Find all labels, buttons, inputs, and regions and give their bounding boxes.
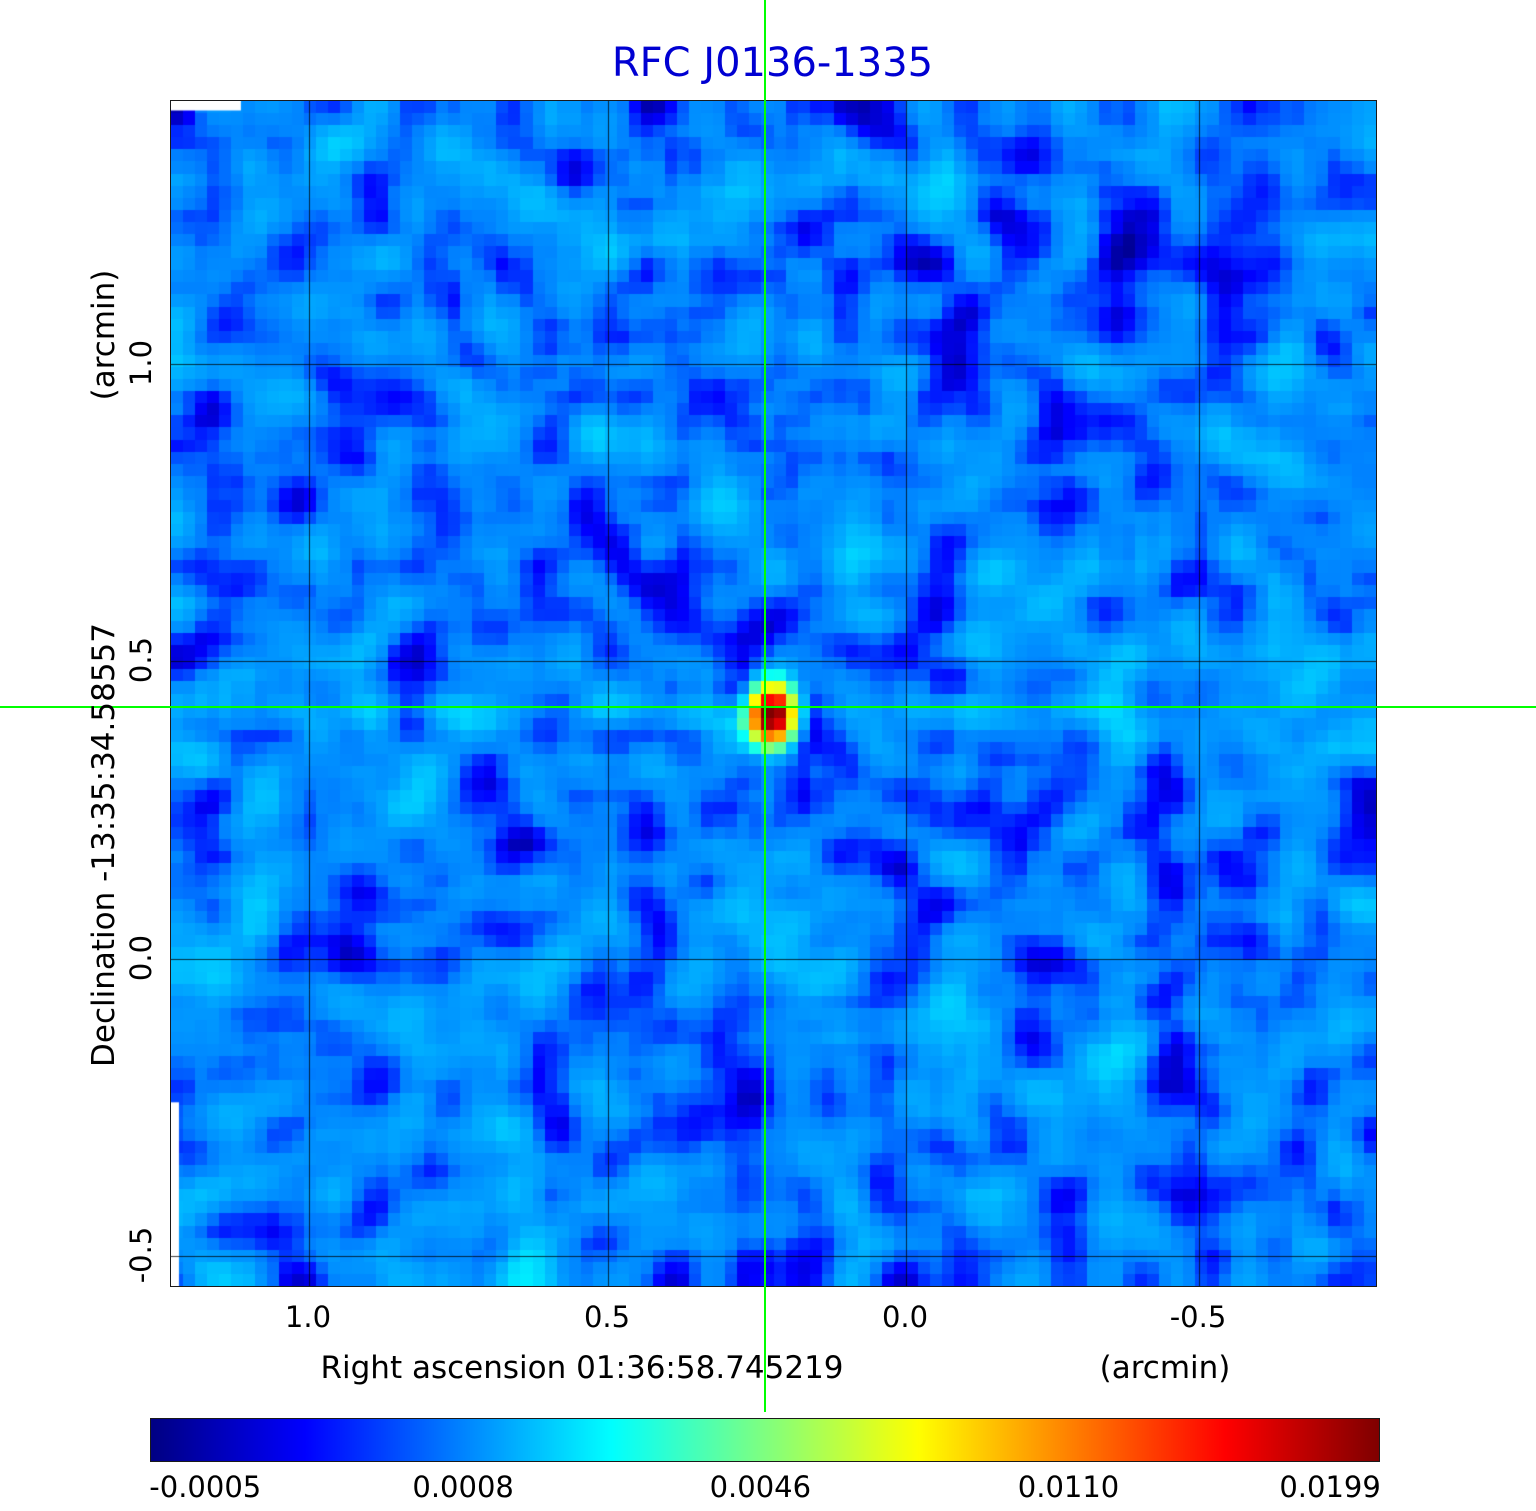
- colorbar-tick-label: 0.0046: [709, 1470, 812, 1504]
- page-title: RFC J0136-1335: [611, 40, 934, 86]
- x-tick-label: 1.0: [284, 1300, 332, 1334]
- sky-map-canvas: [171, 101, 1376, 1286]
- colorbar-tick-label: -0.0005: [149, 1470, 262, 1504]
- x-tick-label: 0.5: [583, 1300, 631, 1334]
- x-tick-label: 0.0: [881, 1300, 929, 1334]
- x-axis-label: Right ascension 01:36:58.745219: [320, 1350, 844, 1386]
- colorbar-tick-label: 0.0110: [1017, 1470, 1120, 1504]
- colorbar-canvas: [151, 1419, 1379, 1461]
- colorbar-tick-label: 0.0008: [412, 1470, 514, 1504]
- colorbar-tick-label: 0.0199: [1279, 1470, 1381, 1504]
- y-tick-label: 1.0: [124, 339, 158, 386]
- crosshair-horizontal-line: [0, 705, 1536, 708]
- y-tick-label: 0.5: [124, 636, 158, 684]
- y-axis-label: Declination -13:35:34.58557: [86, 623, 122, 1067]
- colorbar: [150, 1418, 1380, 1462]
- y-tick-label: -0.5: [124, 1226, 158, 1284]
- y-tick-label: 0.0: [124, 934, 158, 982]
- x-tick-label: -0.5: [1169, 1300, 1227, 1334]
- sky-map-plot: [170, 100, 1377, 1287]
- x-axis-unit-label: (arcmin): [1099, 1350, 1231, 1386]
- y-axis-unit-label: (arcmin): [86, 269, 122, 401]
